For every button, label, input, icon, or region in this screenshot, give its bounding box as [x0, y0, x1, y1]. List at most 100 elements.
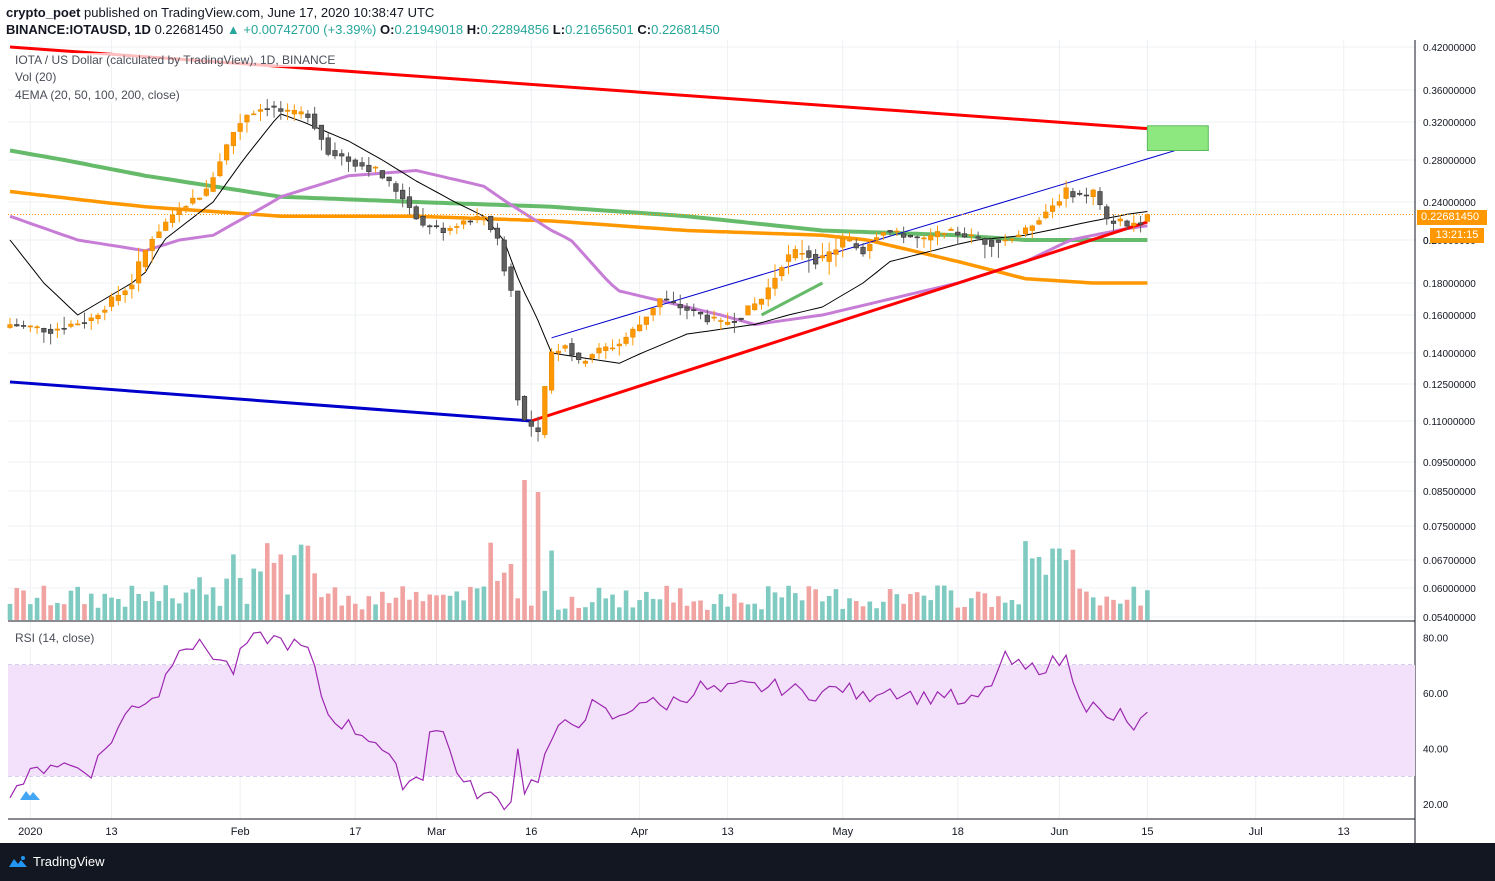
- volume-bar: [867, 601, 873, 620]
- candle-body: [1090, 189, 1096, 198]
- candle-body: [474, 215, 480, 220]
- time-tick-label: 2020: [18, 826, 42, 838]
- volume-bar: [1009, 600, 1015, 620]
- volume-bar: [386, 603, 392, 620]
- low-label: L:: [552, 22, 566, 37]
- volume-bar: [941, 585, 947, 620]
- volume-bar: [644, 591, 649, 620]
- volume-bar: [258, 571, 263, 620]
- volume-bar: [420, 601, 426, 620]
- candle-body: [542, 386, 548, 435]
- candle-body: [420, 215, 426, 226]
- candle-body: [217, 161, 223, 177]
- candle-body: [914, 236, 920, 239]
- volume-bar: [440, 594, 446, 620]
- volume-bar: [1043, 574, 1049, 620]
- volume-bar: [454, 591, 460, 620]
- volume-bar: [285, 594, 290, 620]
- candle-body: [752, 303, 758, 310]
- candle-body: [630, 328, 636, 338]
- volume-bar: [204, 594, 209, 620]
- candle-body: [934, 231, 941, 238]
- candle-body: [725, 321, 731, 325]
- candle-body: [163, 221, 169, 231]
- candle-body: [413, 206, 419, 220]
- volume-bar: [88, 593, 94, 620]
- volume-bar: [894, 594, 900, 620]
- last-price: 0.22681450: [154, 22, 224, 37]
- candle-body: [1063, 187, 1069, 199]
- lower-support-trendline: [9, 380, 532, 423]
- candle-body: [352, 159, 358, 167]
- volume-bar: [962, 607, 967, 620]
- volume-bar: [542, 590, 548, 620]
- candle-body: [528, 420, 534, 427]
- price-tick-label: 0.32000000: [1423, 118, 1476, 129]
- volume-bar: [1117, 603, 1123, 620]
- volume-bar: [149, 591, 155, 620]
- volume-bar: [671, 602, 676, 620]
- volume-bar: [617, 607, 622, 620]
- volume-bar: [1090, 597, 1096, 620]
- volume-bar: [793, 593, 798, 620]
- volume-bar: [224, 578, 229, 620]
- volume-bar: [1097, 605, 1103, 620]
- volume-bar: [901, 603, 906, 620]
- volume-bar: [244, 603, 250, 620]
- candle-body: [833, 249, 839, 255]
- rsi-tick-label: 40.00: [1423, 744, 1448, 755]
- candle-body: [339, 153, 345, 157]
- volume-bar: [380, 591, 385, 620]
- volume-bar: [691, 601, 697, 620]
- candle-body: [589, 354, 595, 359]
- candle-body: [481, 216, 487, 219]
- open-label: O:: [380, 22, 395, 37]
- ema-legend[interactable]: 4EMA (20, 50, 100, 200, close): [15, 88, 180, 102]
- volume-bar: [34, 597, 40, 620]
- candle-body: [765, 287, 771, 300]
- candle-body: [156, 231, 162, 238]
- volume-bar: [1029, 558, 1035, 620]
- rsi-legend[interactable]: RSI (14, close): [15, 631, 95, 645]
- time-tick-label: 13: [105, 826, 117, 838]
- candle-body: [921, 237, 927, 240]
- candle-body: [81, 322, 88, 324]
- candle-body: [968, 234, 974, 237]
- volume-bar: [143, 601, 148, 620]
- candle-body: [278, 108, 284, 112]
- candle-body: [1022, 227, 1029, 234]
- volume-bar: [1077, 588, 1082, 620]
- volume-bar: [156, 601, 162, 620]
- volume-bar: [664, 585, 669, 620]
- candle-body: [142, 249, 149, 268]
- candle-body: [68, 323, 74, 327]
- candle-body: [61, 327, 67, 330]
- candle-body: [1137, 222, 1144, 225]
- candle-body: [34, 326, 40, 329]
- price-tick-label: 0.36000000: [1423, 86, 1476, 97]
- candle-body: [650, 308, 656, 316]
- candle-body: [501, 239, 507, 272]
- author-name[interactable]: crypto_poet: [6, 5, 81, 20]
- candle-body: [494, 227, 501, 239]
- volume-bar: [569, 596, 575, 620]
- candle-body: [1002, 239, 1008, 242]
- volume-bar: [955, 607, 961, 620]
- volume-bar: [339, 605, 345, 620]
- volume-bar: [176, 603, 182, 620]
- candle-body: [210, 177, 216, 192]
- volume-bar: [948, 590, 954, 620]
- tradingview-brand[interactable]: TradingView: [33, 854, 105, 869]
- candle-body: [372, 166, 379, 169]
- price-tick-label: 0.12500000: [1423, 380, 1476, 391]
- volume-legend[interactable]: Vol (20): [15, 70, 57, 84]
- volume-bar: [129, 585, 135, 620]
- candle-body: [853, 243, 859, 249]
- candle-body: [75, 323, 81, 326]
- chart-title-legend[interactable]: IOTA / US Dollar (calculated by TradingV…: [15, 53, 336, 67]
- tradingview-logo-icon[interactable]: [8, 854, 28, 870]
- volume-bar: [752, 603, 757, 620]
- candle-body: [535, 427, 541, 433]
- time-tick-label: 15: [1141, 826, 1153, 838]
